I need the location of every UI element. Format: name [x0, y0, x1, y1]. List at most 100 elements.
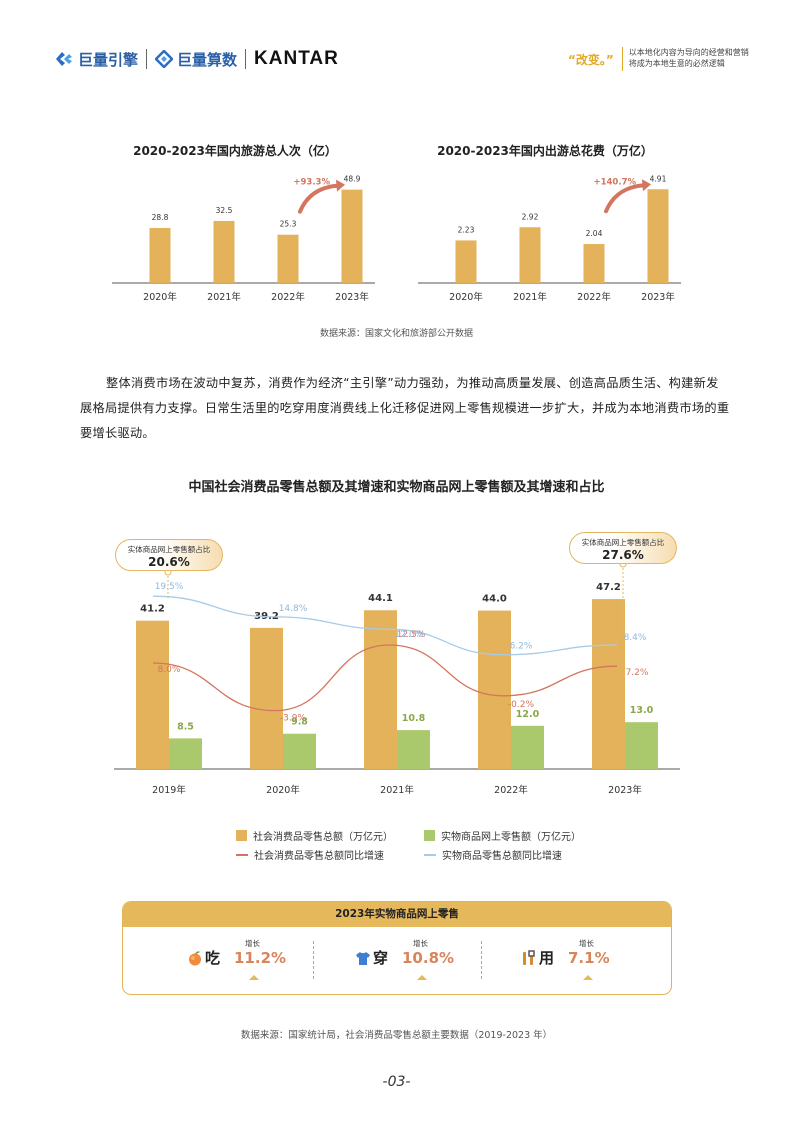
tagline-line-2: 将成为本地生意的必然逻辑	[628, 59, 725, 68]
tagline-line-1: 以本地化内容为导向的经营和营销	[628, 48, 749, 57]
retail-growth-label: 8.0%	[158, 665, 181, 675]
chart2-title: 2020-2023年国内出游总花费（万亿）	[437, 144, 653, 158]
legend-label-retail: 社会消费品零售总额（万亿元）	[253, 832, 393, 843]
online-retail-value-label: 9.8	[291, 717, 308, 728]
retail-total-value-label: 41.2	[140, 604, 165, 615]
legend-item-online-growth: 实物商品零售总额同比增速	[424, 847, 612, 862]
tagline-rule	[621, 47, 623, 71]
spending-tick-label: 2020年	[449, 291, 483, 303]
panel-item-food: 吃 增长 11.2%	[123, 927, 303, 994]
online-retail-value-label: 8.5	[177, 721, 194, 732]
header-logos: 巨量引擎 巨量算数 KANTAR	[54, 47, 339, 71]
brand-ocean-data: 巨量算数	[155, 49, 237, 70]
ocean-engine-logo-icon	[56, 52, 72, 66]
panel-item-clothing: 穿 增长 10.8%	[291, 927, 471, 994]
kantar-logo: KANTAR	[254, 48, 339, 69]
retail-growth-label: -0.2%	[508, 700, 535, 710]
online-growth-label: 12.0%	[395, 630, 424, 640]
legend-item-retail: 社会消费品零售总额（万亿元）	[236, 828, 424, 843]
big-tick-label: 2022年	[494, 784, 528, 796]
ocean-data-logo-icon	[155, 50, 174, 68]
legend-label-retail-growth: 社会消费品零售总额同比增速	[254, 851, 384, 862]
retail-growth-label: -3.9%	[280, 714, 307, 724]
legend-label-online: 实物商品网上零售额（万亿元）	[441, 832, 581, 843]
panel-item-goods-marker	[583, 975, 593, 980]
retail-growth-line	[152, 644, 618, 712]
trips-tick-label: 2022年	[271, 291, 305, 303]
retail-total-bar	[364, 610, 397, 769]
spending-tick-label: 2022年	[577, 291, 611, 303]
online-growth-line	[152, 595, 618, 656]
callout-2023-value: 27.6%	[602, 548, 644, 562]
big-tick-label: 2021年	[380, 784, 414, 796]
online-growth-label: 14.8%	[279, 604, 308, 614]
page-number: -03-	[382, 1074, 411, 1090]
big-chart-title: 中国社会消费品零售总额及其增速和实物商品网上零售额及其增速和占比	[188, 480, 605, 495]
tagline-quote: “改变。”	[568, 53, 614, 67]
legend-swatch-gold	[236, 830, 247, 841]
spending-growth-arrow	[604, 183, 646, 214]
trips-value-label: 25.3	[280, 220, 297, 229]
spending-tick-label: 2023年	[641, 291, 675, 303]
spending-value-label: 2.04	[586, 229, 603, 238]
retail-total-bar	[250, 627, 283, 769]
online-retail-value-label: 13.0	[630, 705, 654, 716]
brand2-text: 巨量算数	[177, 50, 238, 69]
top-source-note: 数据来源：国家文化和旅游部公开数据	[319, 329, 473, 339]
brand-ocean-engine: 巨量引擎	[54, 49, 138, 70]
callout-2019-value: 20.6%	[148, 555, 190, 569]
legend-item-online: 实物商品网上零售额（万亿元）	[424, 828, 612, 843]
header-divider	[146, 49, 148, 69]
trips-tick-label: 2020年	[143, 291, 177, 303]
callout-2019-label: 实体商品网上零售额占比	[127, 545, 211, 554]
trips-bar	[149, 228, 171, 283]
spending-growth-arrowhead	[642, 179, 651, 192]
panel-divider	[313, 941, 314, 979]
spending-bar	[455, 240, 477, 283]
panel-item-food-value: 11.2%	[234, 949, 287, 967]
online-retail-bar	[169, 738, 202, 769]
retail-total-value-label: 47.2	[596, 582, 621, 593]
trips-bar	[277, 234, 299, 283]
spending-tick-label: 2021年	[513, 291, 547, 303]
callout-2019: 实体商品网上零售额占比 20.6%	[115, 539, 223, 571]
panel-item-goods-label: 用	[539, 949, 555, 967]
online-growth-label: 8.4%	[624, 633, 647, 643]
trips-value-label: 32.5	[216, 206, 233, 215]
peach-icon	[189, 951, 201, 966]
trips-bar	[341, 189, 363, 283]
panel-item-clothing-value: 10.8%	[402, 949, 455, 967]
tourism-trips-chart: 28.8 2020年 32.5 2021年 25.3 2022年 48.9 2023年 +93.…	[112, 175, 375, 303]
retail-growth-label: 12.5%	[397, 630, 426, 640]
bottom-source-note: 数据来源：国家统计局，社会消费品零售总额主要数据（2019-2023 年）	[240, 1030, 553, 1041]
panel-divider	[481, 941, 482, 979]
panel-item-clothing-label: 穿	[373, 949, 389, 967]
big-tick-label: 2020年	[266, 784, 300, 796]
retail-total-bar	[592, 599, 625, 769]
callout-2023: 实体商品网上零售额占比 27.6%	[569, 532, 677, 564]
trips-value-label: 48.9	[344, 175, 361, 184]
legend-swatch-blue-line	[424, 853, 436, 856]
trips-growth-label: +93.3%	[293, 178, 330, 188]
body-paragraph: 整体消费市场在波动中复苏，消费作为经济“主引擎”动力强劲，为推动高质量发展、创造…	[80, 376, 730, 440]
online-growth-label: 6.2%	[510, 642, 533, 652]
spending-bar	[647, 189, 669, 283]
panel-title: 2023年实物商品网上零售	[123, 902, 671, 927]
panel-item-food-marker	[249, 975, 259, 980]
online-retail-2023-panel: 2023年实物商品网上零售 吃 增长 11.2% 穿 增长 10.8%	[122, 901, 672, 995]
retail-total-bar	[136, 620, 169, 769]
trips-bar	[213, 220, 235, 283]
online-retail-bar	[283, 733, 316, 769]
trips-value-label: 28.8	[152, 213, 169, 222]
online-retail-bar	[397, 730, 430, 769]
header-tagline: “改变。” 以本地化内容为导向的经营和营销 将成为本地生意的必然逻辑	[568, 47, 749, 71]
online-retail-value-label: 12.0	[516, 709, 540, 720]
panel-item-goods-value: 7.1%	[568, 949, 610, 967]
big-tick-label: 2023年	[608, 784, 642, 796]
panel-item-goods: 用 增长 7.1%	[457, 927, 637, 994]
online-retail-bar	[625, 722, 658, 769]
tagline-text: 以本地化内容为导向的经营和营销 将成为本地生意的必然逻辑	[629, 47, 749, 69]
retail-growth-label: 7.2%	[626, 668, 649, 678]
retail-total-bar	[478, 610, 511, 769]
trips-tick-label: 2023年	[335, 291, 369, 303]
